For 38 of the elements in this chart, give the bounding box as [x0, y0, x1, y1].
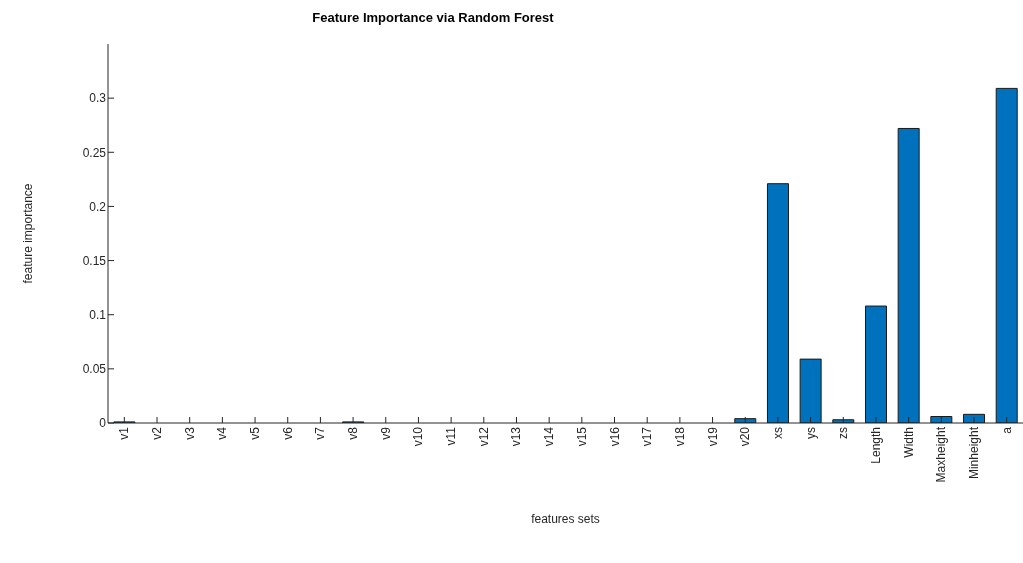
y-tick-label: 0.15	[82, 253, 107, 268]
x-tick-label: v9	[378, 426, 393, 440]
x-tick-label: v20	[738, 426, 753, 447]
x-tick-label: ys	[803, 427, 818, 439]
y-tick-label: 0.3	[89, 91, 107, 106]
x-tick-label: v11	[444, 426, 459, 446]
y-tick-label: 0.05	[82, 362, 107, 377]
x-tick-label: zs	[836, 427, 851, 439]
x-axis-title: features sets	[531, 512, 600, 526]
x-tick-label: Maxheight	[934, 426, 949, 483]
x-tick-label: Width	[901, 427, 916, 458]
x-tick-label: v4	[215, 426, 230, 440]
x-tick-label: v16	[607, 426, 622, 447]
x-tick-label: v17	[640, 426, 655, 447]
x-tick-label: v19	[705, 426, 720, 447]
x-tick-label: Length	[868, 427, 883, 464]
x-tick-label: Minheight	[966, 426, 981, 480]
x-tick-label: v6	[280, 426, 295, 440]
x-tick-label: v14	[542, 426, 557, 447]
x-tick-label: v7	[313, 426, 328, 440]
x-tick-label: v1	[117, 426, 132, 440]
x-tick-label: v15	[574, 426, 589, 447]
y-tick-label: 0	[99, 416, 107, 431]
y-axis-title: feature importance	[21, 183, 36, 284]
x-tick-label: xs	[770, 427, 785, 439]
y-tick-label: 0.2	[89, 199, 107, 214]
y-tick-label: 0.1	[89, 307, 107, 322]
chart-title: Feature Importance via Random Forest	[311, 10, 555, 25]
x-tick-label: v18	[672, 426, 687, 447]
x-tick-label: v12	[476, 426, 491, 447]
x-tick-label: a	[999, 426, 1014, 434]
y-tick-label: 0.25	[82, 145, 107, 160]
x-tick-label: v2	[150, 426, 165, 440]
x-tick-label: v3	[182, 426, 197, 440]
x-tick-label: v13	[509, 426, 524, 447]
x-tick-label: v10	[411, 426, 426, 447]
x-tick-label: v8	[346, 426, 361, 440]
x-tick-label: v5	[248, 426, 263, 440]
